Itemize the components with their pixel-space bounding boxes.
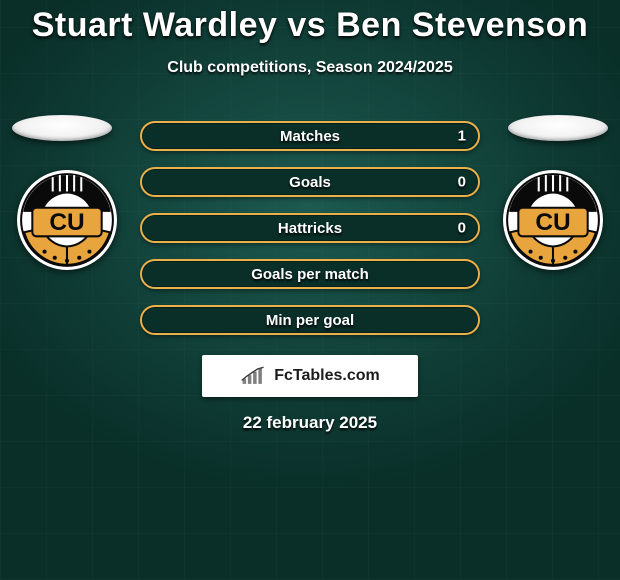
club-badge-left-icon: CU <box>16 169 118 271</box>
svg-text:CU: CU <box>535 209 570 236</box>
stat-label: Matches <box>280 128 340 145</box>
stats-arena: CU C <box>0 121 620 433</box>
comparison-card: Stuart Wardley vs Ben Stevenson Club com… <box>0 0 620 433</box>
stat-label: Goals per match <box>251 266 369 283</box>
player-platform-right <box>508 115 608 141</box>
stat-label: Min per goal <box>266 312 354 329</box>
stat-row-goals: Goals 0 <box>140 167 480 197</box>
stat-row-goals-per-match: Goals per match <box>140 259 480 289</box>
player-platform-left <box>12 115 112 141</box>
stat-value-right: 0 <box>458 220 466 237</box>
watermark-badge: FcTables.com <box>202 355 418 397</box>
page-title: Stuart Wardley vs Ben Stevenson <box>0 6 620 45</box>
bar-chart-icon <box>240 366 268 386</box>
stat-label: Goals <box>289 174 331 191</box>
stat-row-min-per-goal: Min per goal <box>140 305 480 335</box>
subtitle: Club competitions, Season 2024/2025 <box>0 59 620 77</box>
stat-value-right: 1 <box>458 128 466 145</box>
stat-value-right: 0 <box>458 174 466 191</box>
club-badge-right-icon: CU <box>502 169 604 271</box>
stat-row-matches: Matches 1 <box>140 121 480 151</box>
date-text: 22 february 2025 <box>0 413 620 433</box>
club-badge-left: CU <box>16 169 118 271</box>
stat-rows: Matches 1 Goals 0 Hattricks 0 Goals per … <box>140 121 480 335</box>
watermark-text: FcTables.com <box>274 367 380 385</box>
stat-label: Hattricks <box>278 220 342 237</box>
club-badge-right: CU <box>502 169 604 271</box>
stat-row-hattricks: Hattricks 0 <box>140 213 480 243</box>
svg-text:CU: CU <box>49 209 84 236</box>
